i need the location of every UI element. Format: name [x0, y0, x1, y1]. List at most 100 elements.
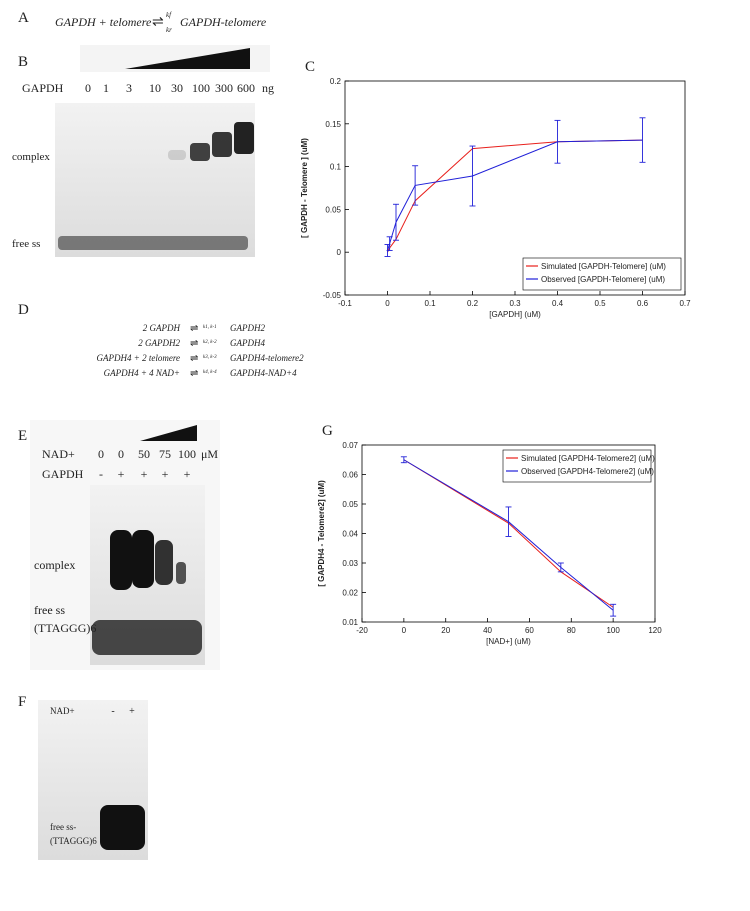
y-tick-label: -0.05: [323, 291, 342, 300]
x-axis-label: [NAD+] (uM): [486, 637, 531, 646]
error-bar: [386, 236, 393, 251]
x-tick-label: 0.4: [552, 299, 564, 308]
label: k4, k-4: [203, 370, 217, 375]
label: GAPDH-telomere: [180, 15, 267, 29]
label: free ss: [12, 238, 40, 250]
x-tick-label: 60: [525, 626, 534, 635]
label: (TTAGGG)6: [50, 836, 97, 846]
label: kr: [166, 26, 172, 34]
error-bar: [393, 203, 399, 241]
lane-label: 0: [98, 447, 104, 461]
panel-label: C: [305, 59, 315, 75]
label: D: [18, 302, 29, 318]
arrow: ⇌: [190, 353, 198, 364]
lane-label: 1: [103, 81, 109, 95]
gel-image: [55, 103, 255, 257]
lane-label: +: [184, 467, 191, 481]
error-bar: [610, 603, 617, 617]
y-tick-label: 0: [337, 248, 342, 257]
series-line: [387, 139, 643, 251]
label: GAPDH4-telomere2: [230, 353, 304, 363]
label: 2 GAPDH2: [138, 338, 180, 348]
arrow: ⇌: [190, 338, 198, 349]
lane-label: +: [162, 467, 169, 481]
error-bar: [639, 117, 646, 163]
label: GAPDH2: [230, 323, 265, 333]
panel-label: G: [322, 423, 333, 439]
chart: -20 0 20 40 60 80 100 120 0.01 0.02 0.03 0.04 0.05 0.…: [317, 441, 662, 646]
label: GAPDH + telomere: [55, 15, 152, 29]
arrow: ⇌: [190, 368, 198, 379]
lane-label: +: [141, 467, 148, 481]
y-tick-label: 0.06: [342, 471, 358, 480]
lane-label: 0: [118, 447, 124, 461]
lane-label: 100: [178, 447, 196, 461]
lane-label: 300: [215, 81, 233, 95]
x-tick-label: 80: [567, 626, 576, 635]
lane-label: 0: [85, 81, 91, 95]
label: F: [18, 694, 26, 710]
lane-label: 10: [149, 81, 161, 95]
legend-box: [522, 257, 682, 291]
error-bar: [554, 119, 561, 164]
label: GAPDH: [42, 467, 84, 481]
label: NAD+: [42, 447, 75, 461]
x-axis-label: [GAPDH] (uM): [489, 310, 541, 319]
label: ng: [262, 81, 274, 95]
x-tick-label: 0.6: [637, 299, 649, 308]
label: GAPDH4: [230, 338, 265, 348]
y-tick-label: 0.07: [342, 441, 358, 450]
series-line: [403, 459, 614, 608]
label: NAD+: [50, 706, 75, 716]
bands: [58, 122, 254, 250]
band: [100, 805, 145, 850]
x-tick-label: 0.5: [594, 299, 606, 308]
wedge: [125, 48, 250, 69]
x-tick-label: -0.1: [338, 299, 352, 308]
label: k1, k-1: [203, 325, 217, 330]
label: A: [18, 10, 29, 26]
lane-label: -: [111, 706, 114, 717]
lane-label: 3: [126, 81, 132, 95]
lane-label: 100: [192, 81, 210, 95]
y-tick-label: 0.03: [342, 559, 358, 568]
legend-label: Simulated [GAPDH4-Telomere2] (uM): [521, 454, 655, 463]
y-tick-label: 0.04: [342, 530, 358, 539]
lane-label: +: [118, 467, 125, 481]
y-tick-label: 0.05: [325, 205, 341, 214]
arrow: ⇌: [152, 15, 164, 30]
x-tick-label: 20: [441, 626, 450, 635]
y-tick-label: 0.05: [342, 500, 358, 509]
legend-label: Simulated [GAPDH-Telomere] (uM): [541, 262, 666, 271]
label: μM: [201, 447, 218, 461]
wedge: [140, 425, 197, 441]
legend-label: Observed [GAPDH-Telomere] (uM): [541, 275, 665, 284]
arrow: ⇌: [190, 323, 198, 334]
label: E: [18, 428, 27, 444]
lane-label: 600: [237, 81, 255, 95]
error-bar: [412, 165, 419, 206]
y-tick-label: 0.1: [330, 163, 342, 172]
legend-label: Observed [GAPDH4-Telomere2] (uM): [521, 467, 654, 476]
error-bar: [557, 562, 564, 573]
legend-box: [502, 449, 652, 483]
x-tick-label: 0.1: [424, 299, 436, 308]
label: free ss-: [50, 822, 76, 832]
label: k2, k-2: [203, 340, 217, 345]
lane-label: 75: [159, 447, 171, 461]
label: kf: [166, 11, 172, 19]
y-tick-label: 0.02: [342, 589, 358, 598]
series-line: [403, 459, 614, 611]
label: GAPDH4 + 4 NAD+: [104, 368, 180, 378]
series-line: [387, 139, 643, 253]
x-tick-label: 100: [606, 626, 620, 635]
x-tick-label: 40: [483, 626, 492, 635]
label: complex: [34, 558, 75, 572]
lane-label: +: [129, 706, 135, 717]
x-tick-label: 0: [402, 626, 407, 635]
label: GAPDH4 + 2 telomere: [97, 353, 180, 363]
x-tick-label: 0.3: [509, 299, 521, 308]
x-tick-label: 0.2: [467, 299, 479, 308]
lane-label: 50: [138, 447, 150, 461]
